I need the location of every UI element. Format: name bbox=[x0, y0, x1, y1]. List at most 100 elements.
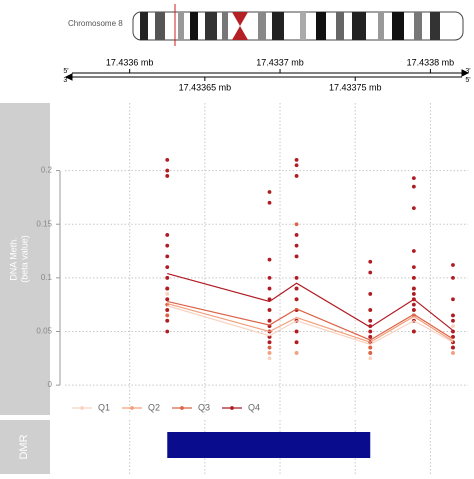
data-point bbox=[368, 351, 373, 355]
legend-swatch bbox=[180, 406, 184, 410]
data-point bbox=[368, 345, 373, 350]
data-point bbox=[267, 200, 272, 205]
track-title-panel bbox=[0, 420, 50, 474]
y-tick-label: 0.1 bbox=[41, 273, 53, 282]
strand-label: 3' bbox=[465, 68, 470, 75]
ideogram bbox=[132, 4, 464, 46]
data-point bbox=[411, 176, 416, 180]
data-point bbox=[267, 318, 272, 323]
mean-line bbox=[167, 300, 454, 341]
data-point bbox=[368, 318, 373, 323]
data-point bbox=[411, 292, 416, 296]
data-point bbox=[165, 265, 170, 270]
data-point bbox=[165, 157, 170, 162]
data-point bbox=[411, 265, 416, 270]
data-point bbox=[165, 168, 170, 173]
y-tick-label: 0.2 bbox=[41, 166, 53, 175]
strand-label: 3' bbox=[63, 77, 68, 84]
data-point bbox=[294, 340, 299, 345]
data-point bbox=[267, 340, 272, 345]
data-point bbox=[165, 243, 170, 248]
x-tick-label: 17.4337 mb bbox=[256, 57, 304, 67]
x-tick-label: 17.4338 mb bbox=[407, 57, 455, 67]
data-point bbox=[451, 297, 455, 302]
data-point bbox=[451, 329, 455, 334]
data-point bbox=[411, 206, 416, 211]
data-point bbox=[165, 329, 170, 334]
data-point bbox=[294, 157, 299, 162]
data-point bbox=[451, 351, 455, 355]
data-point bbox=[267, 275, 272, 280]
data-point bbox=[411, 184, 416, 189]
data-point bbox=[368, 334, 373, 339]
data-point bbox=[294, 297, 299, 302]
data-point bbox=[267, 257, 272, 262]
data-point bbox=[294, 233, 299, 237]
data-point bbox=[165, 308, 170, 312]
data-point bbox=[165, 174, 170, 178]
data-point bbox=[294, 286, 299, 291]
data-point bbox=[165, 275, 170, 280]
track-title-panel bbox=[0, 103, 50, 415]
data-point bbox=[411, 302, 416, 307]
data-point bbox=[368, 292, 373, 296]
y-tick-label: 0.05 bbox=[36, 327, 52, 336]
x-tick-label: 17.43365 mb bbox=[179, 82, 232, 92]
data-point bbox=[294, 275, 299, 280]
data-point bbox=[451, 345, 455, 350]
data-point bbox=[294, 163, 299, 168]
x-tick-label: 17.43375 mb bbox=[329, 82, 382, 92]
data-point bbox=[451, 263, 455, 267]
dmr-region bbox=[167, 432, 371, 458]
data-point bbox=[267, 345, 272, 350]
data-point bbox=[411, 308, 416, 312]
data-point bbox=[165, 286, 170, 291]
legend-label: Q4 bbox=[248, 402, 260, 412]
data-point bbox=[294, 254, 299, 259]
dmr-label: DMR bbox=[18, 434, 30, 459]
data-point bbox=[451, 318, 455, 323]
data-point bbox=[267, 351, 272, 355]
legend-swatch bbox=[80, 406, 84, 410]
data-point bbox=[294, 222, 299, 227]
legend-label: Q1 bbox=[98, 402, 110, 412]
data-point bbox=[411, 275, 416, 280]
genome-axis bbox=[64, 69, 470, 81]
data-point bbox=[451, 324, 455, 329]
data-point bbox=[368, 308, 373, 312]
data-point bbox=[165, 292, 170, 296]
data-point bbox=[165, 297, 170, 302]
data-point bbox=[165, 313, 170, 318]
data-point bbox=[451, 275, 455, 280]
data-point bbox=[267, 286, 272, 291]
legend-swatch bbox=[130, 406, 134, 410]
mean-line bbox=[167, 305, 454, 346]
mean-line bbox=[167, 272, 454, 331]
data-point bbox=[411, 329, 416, 334]
y-axis-label: (beta value) bbox=[19, 235, 29, 283]
data-point bbox=[267, 190, 272, 194]
legend-swatch bbox=[230, 406, 234, 410]
data-point bbox=[451, 313, 455, 318]
data-point bbox=[165, 254, 170, 259]
data-point bbox=[368, 356, 373, 361]
x-tick-label: 17.4336 mb bbox=[106, 57, 154, 67]
strand-label: 5' bbox=[63, 68, 68, 75]
legend-label: Q3 bbox=[198, 402, 210, 412]
data-point bbox=[411, 286, 416, 291]
data-point bbox=[267, 356, 272, 361]
data-point bbox=[368, 259, 373, 264]
data-point bbox=[294, 243, 299, 248]
mean-line bbox=[167, 303, 454, 343]
data-point bbox=[267, 308, 272, 312]
y-tick-label: 0.15 bbox=[36, 219, 52, 228]
data-point bbox=[411, 249, 416, 253]
data-point bbox=[294, 174, 299, 178]
ideogram-label: Chromosome 8 bbox=[68, 19, 123, 28]
data-point bbox=[294, 351, 299, 355]
strand-label: 5' bbox=[465, 77, 470, 84]
y-axis-label: DNA Meth. bbox=[8, 237, 18, 281]
data-point bbox=[368, 329, 373, 334]
data-point bbox=[165, 318, 170, 323]
